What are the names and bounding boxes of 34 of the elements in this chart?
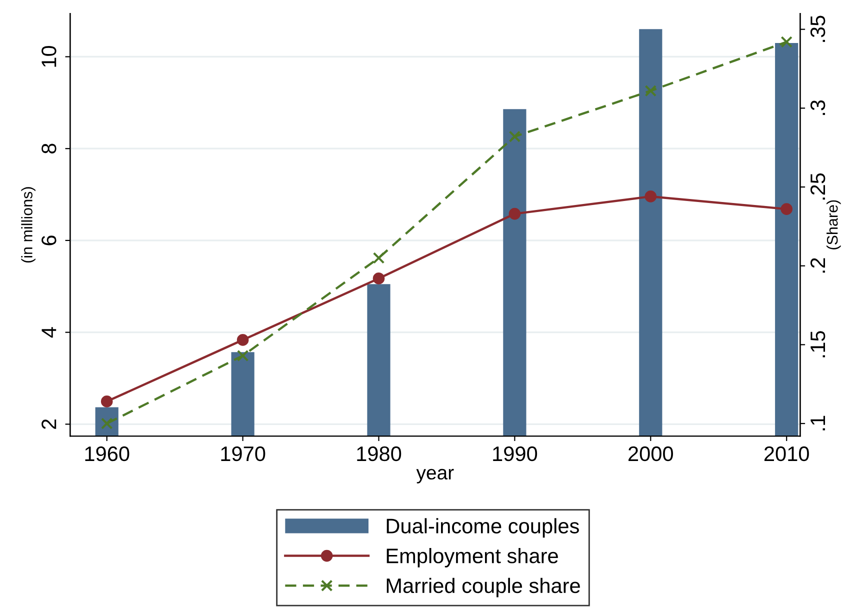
y2-axis-title: (Share) bbox=[826, 200, 841, 250]
y2-tick-label: .35 bbox=[810, 16, 826, 42]
point bbox=[508, 130, 521, 142]
y2-tick-label: .3 bbox=[810, 100, 826, 115]
y2-tick-label: .1 bbox=[810, 416, 826, 430]
y-tick-label: 10 bbox=[42, 46, 56, 67]
point bbox=[508, 208, 521, 220]
x-tick-label: 1960 bbox=[85, 446, 130, 462]
point bbox=[372, 252, 385, 264]
point bbox=[644, 190, 657, 202]
y-tick-label: 2 bbox=[42, 419, 56, 429]
point bbox=[780, 203, 792, 215]
y2-tick-label: .25 bbox=[810, 173, 826, 200]
point bbox=[372, 272, 385, 284]
point bbox=[644, 84, 657, 97]
x-tick-label: 2000 bbox=[628, 446, 673, 462]
point bbox=[780, 36, 792, 48]
y-axis-title: (in millions) bbox=[21, 187, 36, 263]
y-tick-label: 6 bbox=[42, 236, 56, 246]
x-tick-label: 1970 bbox=[221, 446, 266, 462]
x-axis-title: year bbox=[416, 468, 454, 484]
x-tick-label: 1980 bbox=[357, 446, 402, 462]
x-tick-label: 1990 bbox=[493, 446, 538, 462]
y-tick-label: 8 bbox=[42, 144, 56, 154]
point bbox=[236, 350, 249, 362]
point bbox=[100, 396, 113, 408]
legend-label: Dual-income couples bbox=[386, 518, 579, 538]
point bbox=[236, 334, 249, 346]
x-tick-label: 2010 bbox=[764, 446, 809, 462]
y2-tick-label: .15 bbox=[810, 331, 826, 358]
legend-label: Employment share bbox=[386, 548, 558, 568]
y-tick-label: 4 bbox=[42, 327, 56, 338]
y2-tick-label: .2 bbox=[810, 258, 826, 273]
legend-label: Married couple share bbox=[386, 578, 580, 598]
